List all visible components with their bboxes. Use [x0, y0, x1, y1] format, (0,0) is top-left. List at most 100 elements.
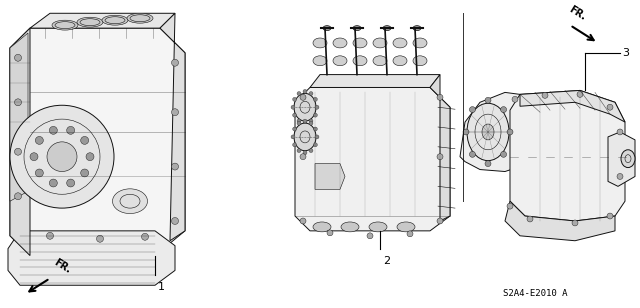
- Text: FR.: FR.: [52, 257, 72, 275]
- Circle shape: [437, 94, 443, 100]
- Circle shape: [367, 233, 373, 239]
- Circle shape: [291, 135, 295, 139]
- Circle shape: [542, 92, 548, 98]
- Polygon shape: [10, 33, 28, 201]
- Ellipse shape: [341, 222, 359, 232]
- Circle shape: [500, 151, 506, 157]
- Circle shape: [297, 149, 301, 152]
- Circle shape: [30, 153, 38, 161]
- Polygon shape: [310, 75, 440, 87]
- Ellipse shape: [373, 38, 387, 48]
- Circle shape: [15, 193, 22, 200]
- Ellipse shape: [393, 38, 407, 48]
- Circle shape: [617, 129, 623, 135]
- Polygon shape: [30, 13, 175, 28]
- Circle shape: [300, 94, 306, 100]
- Circle shape: [10, 105, 114, 208]
- Ellipse shape: [313, 38, 327, 48]
- Circle shape: [15, 148, 22, 155]
- Circle shape: [172, 217, 179, 225]
- Circle shape: [97, 235, 104, 242]
- Ellipse shape: [353, 38, 367, 48]
- Polygon shape: [505, 201, 615, 241]
- Circle shape: [292, 127, 296, 131]
- Circle shape: [507, 129, 513, 135]
- Ellipse shape: [369, 222, 387, 232]
- Circle shape: [315, 105, 319, 109]
- Circle shape: [572, 220, 578, 226]
- Circle shape: [314, 127, 317, 131]
- Circle shape: [607, 213, 613, 219]
- Text: FR.: FR.: [567, 4, 588, 22]
- Circle shape: [314, 97, 317, 101]
- Circle shape: [309, 119, 313, 123]
- Circle shape: [292, 113, 296, 117]
- Circle shape: [314, 113, 317, 117]
- Text: 3: 3: [622, 48, 629, 58]
- Circle shape: [507, 203, 513, 209]
- Polygon shape: [160, 13, 185, 241]
- Polygon shape: [460, 92, 530, 172]
- Circle shape: [297, 91, 301, 95]
- Polygon shape: [8, 231, 175, 285]
- Circle shape: [485, 97, 491, 103]
- Polygon shape: [10, 28, 185, 256]
- Ellipse shape: [393, 56, 407, 66]
- Circle shape: [86, 153, 94, 161]
- Circle shape: [437, 218, 443, 224]
- Circle shape: [67, 179, 75, 187]
- Polygon shape: [430, 75, 450, 221]
- Circle shape: [172, 163, 179, 170]
- Polygon shape: [10, 28, 30, 256]
- Ellipse shape: [113, 189, 147, 213]
- Circle shape: [67, 126, 75, 134]
- Circle shape: [292, 143, 296, 147]
- Circle shape: [485, 161, 491, 167]
- Circle shape: [35, 136, 44, 144]
- Ellipse shape: [323, 26, 331, 30]
- Circle shape: [49, 179, 58, 187]
- Circle shape: [607, 104, 613, 110]
- Circle shape: [303, 89, 307, 93]
- Circle shape: [327, 230, 333, 236]
- Ellipse shape: [413, 38, 427, 48]
- Ellipse shape: [467, 103, 509, 161]
- Ellipse shape: [482, 124, 494, 140]
- Text: S2A4-E2010 A: S2A4-E2010 A: [503, 289, 567, 298]
- Ellipse shape: [353, 26, 361, 30]
- Ellipse shape: [333, 38, 347, 48]
- Circle shape: [309, 91, 313, 95]
- Circle shape: [309, 149, 313, 152]
- Polygon shape: [510, 91, 625, 221]
- Polygon shape: [295, 87, 450, 231]
- Ellipse shape: [102, 15, 128, 25]
- Circle shape: [15, 54, 22, 61]
- Circle shape: [297, 121, 301, 125]
- Ellipse shape: [127, 13, 153, 23]
- Circle shape: [315, 135, 319, 139]
- Circle shape: [81, 169, 89, 177]
- Ellipse shape: [52, 20, 78, 30]
- Ellipse shape: [333, 56, 347, 66]
- Ellipse shape: [294, 93, 316, 121]
- Circle shape: [437, 154, 443, 160]
- Circle shape: [292, 97, 296, 101]
- Circle shape: [49, 126, 58, 134]
- Circle shape: [470, 151, 476, 157]
- Polygon shape: [608, 132, 635, 186]
- Circle shape: [47, 232, 54, 239]
- Circle shape: [527, 216, 533, 222]
- Polygon shape: [520, 91, 625, 122]
- Circle shape: [35, 169, 44, 177]
- Ellipse shape: [383, 26, 391, 30]
- Ellipse shape: [353, 56, 367, 66]
- Circle shape: [15, 99, 22, 106]
- Circle shape: [500, 107, 506, 112]
- Circle shape: [291, 105, 295, 109]
- Circle shape: [303, 119, 307, 123]
- Ellipse shape: [373, 56, 387, 66]
- Circle shape: [172, 59, 179, 66]
- Ellipse shape: [313, 56, 327, 66]
- Circle shape: [297, 119, 301, 123]
- Circle shape: [617, 173, 623, 180]
